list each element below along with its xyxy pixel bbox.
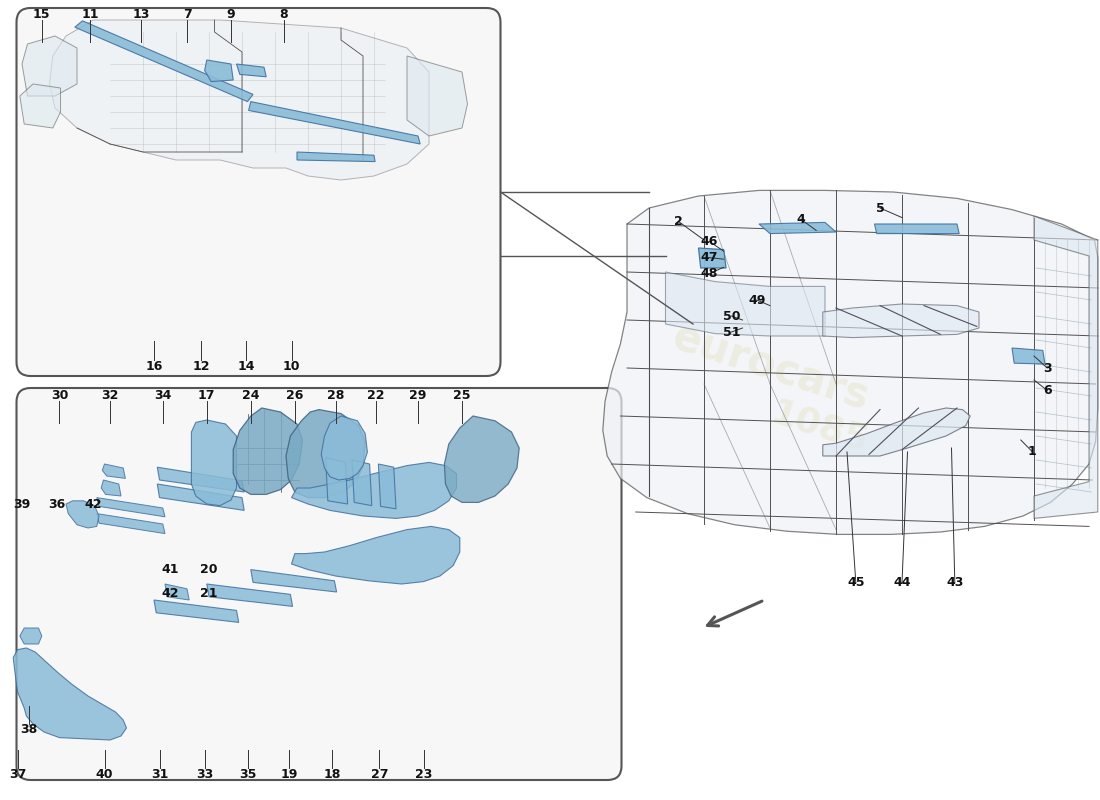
- Polygon shape: [50, 20, 429, 180]
- Text: 29: 29: [409, 389, 427, 402]
- Polygon shape: [207, 584, 293, 606]
- Polygon shape: [233, 408, 302, 494]
- Polygon shape: [407, 56, 468, 136]
- Polygon shape: [66, 501, 99, 528]
- Text: 9: 9: [227, 8, 235, 21]
- Polygon shape: [20, 84, 60, 128]
- Polygon shape: [286, 410, 365, 498]
- Text: 47: 47: [701, 251, 718, 264]
- Polygon shape: [823, 304, 979, 338]
- Text: 33: 33: [196, 768, 213, 781]
- Text: 42: 42: [162, 587, 179, 600]
- Text: 19: 19: [280, 768, 298, 781]
- Polygon shape: [874, 224, 959, 234]
- Polygon shape: [22, 36, 77, 96]
- Text: 13: 13: [132, 8, 150, 21]
- Text: 49: 49: [748, 294, 766, 306]
- Text: 42: 42: [85, 498, 102, 510]
- Text: 41: 41: [162, 563, 179, 576]
- Polygon shape: [75, 21, 253, 102]
- Text: 7: 7: [183, 8, 191, 21]
- Text: 45: 45: [847, 576, 865, 589]
- FancyBboxPatch shape: [16, 388, 621, 780]
- Text: 1085: 1085: [767, 396, 872, 460]
- Text: 51: 51: [723, 326, 740, 338]
- Text: 4: 4: [796, 213, 805, 226]
- Polygon shape: [321, 416, 367, 480]
- Text: 21: 21: [200, 587, 218, 600]
- Text: 15: 15: [33, 8, 51, 21]
- Text: 16: 16: [145, 360, 163, 373]
- Text: 32: 32: [101, 389, 119, 402]
- Text: 46: 46: [701, 235, 718, 248]
- Polygon shape: [823, 408, 970, 456]
- Text: 36: 36: [48, 498, 66, 510]
- Polygon shape: [20, 628, 42, 644]
- Polygon shape: [292, 526, 460, 584]
- Polygon shape: [292, 462, 456, 518]
- Polygon shape: [698, 248, 726, 268]
- Polygon shape: [102, 464, 125, 478]
- Polygon shape: [165, 584, 189, 600]
- Text: 31: 31: [151, 768, 168, 781]
- Text: 25: 25: [453, 389, 471, 402]
- Text: 18: 18: [323, 768, 341, 781]
- Text: 38: 38: [20, 723, 37, 736]
- Polygon shape: [1034, 216, 1098, 518]
- Text: 1: 1: [1027, 445, 1036, 458]
- Polygon shape: [378, 464, 396, 509]
- Text: 14: 14: [238, 360, 255, 373]
- Text: 26: 26: [286, 389, 304, 402]
- Text: 22: 22: [367, 389, 385, 402]
- Polygon shape: [249, 102, 420, 144]
- Polygon shape: [603, 190, 1098, 534]
- Text: 24: 24: [242, 389, 260, 402]
- Polygon shape: [101, 480, 121, 496]
- Text: 8: 8: [279, 8, 288, 21]
- Text: 35: 35: [239, 768, 256, 781]
- Text: 10: 10: [283, 360, 300, 373]
- Text: 12: 12: [192, 360, 210, 373]
- Text: 5: 5: [876, 202, 884, 214]
- Polygon shape: [297, 152, 375, 162]
- Text: 2: 2: [674, 215, 683, 228]
- Text: 48: 48: [701, 267, 718, 280]
- Text: 6: 6: [1043, 384, 1052, 397]
- Polygon shape: [191, 420, 236, 506]
- Text: eurocars: eurocars: [667, 316, 873, 420]
- Polygon shape: [157, 467, 244, 492]
- Polygon shape: [251, 570, 337, 592]
- Polygon shape: [97, 498, 165, 517]
- Text: 50: 50: [723, 310, 740, 322]
- Polygon shape: [666, 272, 825, 336]
- Text: 34: 34: [154, 389, 172, 402]
- Text: 28: 28: [327, 389, 344, 402]
- Text: 44: 44: [893, 576, 911, 589]
- Polygon shape: [444, 416, 519, 502]
- Text: 37: 37: [9, 768, 26, 781]
- Polygon shape: [352, 460, 372, 506]
- Polygon shape: [236, 64, 266, 77]
- Text: 27: 27: [371, 768, 388, 781]
- Polygon shape: [1012, 348, 1045, 364]
- Text: 17: 17: [198, 389, 216, 402]
- Text: 43: 43: [946, 576, 964, 589]
- FancyBboxPatch shape: [16, 8, 500, 376]
- Polygon shape: [154, 600, 239, 622]
- Text: 30: 30: [51, 389, 68, 402]
- Polygon shape: [97, 514, 165, 534]
- Text: 3: 3: [1043, 362, 1052, 374]
- Text: 39: 39: [13, 498, 31, 510]
- Polygon shape: [759, 222, 836, 234]
- Text: 40: 40: [96, 768, 113, 781]
- Polygon shape: [205, 60, 233, 82]
- Polygon shape: [13, 648, 127, 740]
- Text: 23: 23: [415, 768, 432, 781]
- Polygon shape: [326, 458, 348, 504]
- Text: 20: 20: [200, 563, 218, 576]
- Polygon shape: [157, 484, 244, 510]
- Text: 11: 11: [81, 8, 99, 21]
